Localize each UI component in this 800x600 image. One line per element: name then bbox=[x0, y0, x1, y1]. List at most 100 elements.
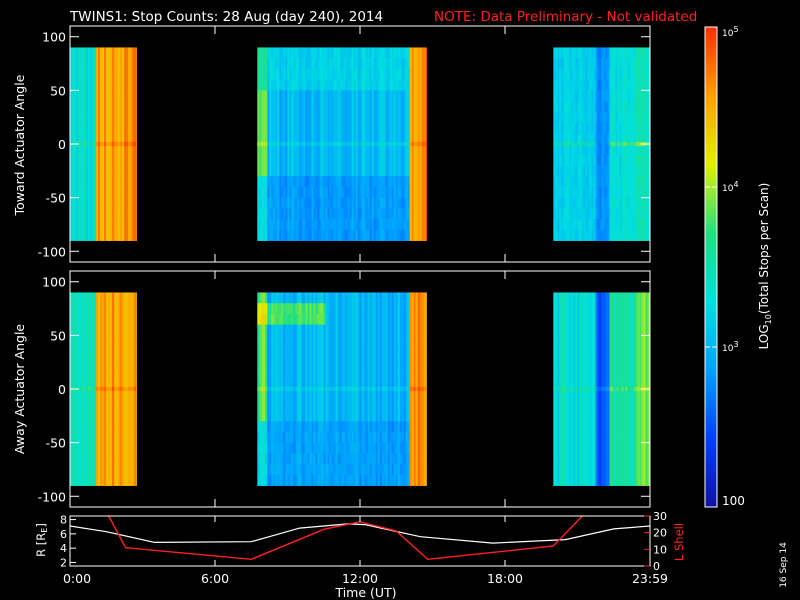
heatmap-cell bbox=[367, 229, 371, 241]
heatmap-cell bbox=[90, 303, 93, 315]
heatmap-cell bbox=[389, 229, 393, 241]
heatmap-ridge bbox=[399, 141, 403, 147]
heatmap-cell bbox=[136, 197, 137, 209]
heatmap-cell bbox=[335, 208, 338, 220]
heatmap-cell bbox=[371, 197, 375, 209]
heatmap-cell bbox=[383, 101, 387, 113]
heatmap-cell bbox=[361, 197, 365, 209]
heatmap-cell bbox=[281, 378, 284, 390]
heatmap-cell bbox=[365, 101, 369, 113]
heatmap-cell bbox=[86, 313, 89, 326]
heatmap-cell bbox=[285, 154, 288, 166]
heatmap-cell bbox=[325, 58, 328, 70]
heatmap-cell bbox=[311, 335, 314, 347]
heatmap-cell bbox=[261, 292, 264, 304]
heatmap-cell bbox=[587, 186, 590, 199]
heatmap-cell bbox=[106, 165, 109, 177]
heatmap-cell bbox=[387, 58, 391, 70]
heatmap-cell bbox=[295, 389, 298, 401]
heatmap-cell bbox=[136, 303, 137, 315]
heatmap-cell bbox=[323, 144, 326, 156]
heatmap-cell bbox=[128, 122, 131, 134]
heatmap-cell bbox=[635, 101, 638, 113]
heatmap-cell bbox=[337, 410, 340, 422]
heatmap-cell bbox=[74, 111, 77, 123]
heatmap-ridge bbox=[333, 141, 336, 147]
heatmap-cell bbox=[401, 90, 405, 102]
heatmap-cell bbox=[269, 399, 272, 411]
heatmap-cell bbox=[345, 90, 348, 102]
heatmap-cell bbox=[369, 186, 373, 199]
heatmap-cell bbox=[563, 144, 566, 156]
heatmap-ridge bbox=[303, 141, 306, 147]
heatmap-cell bbox=[371, 431, 375, 444]
heatmap-cell bbox=[128, 79, 131, 91]
heatmap-cell bbox=[563, 79, 566, 91]
heatmap-cell bbox=[345, 464, 348, 476]
heatmap-cell bbox=[84, 303, 87, 315]
heatmap-cell bbox=[333, 431, 336, 444]
heatmap-cell bbox=[345, 378, 348, 390]
heatmap-cell bbox=[589, 154, 592, 166]
heatmap-cell bbox=[295, 378, 298, 390]
heatmap-cell bbox=[108, 464, 111, 476]
heatmap-cell bbox=[124, 219, 127, 231]
heatmap-cell bbox=[112, 154, 115, 166]
heatmap-cell bbox=[305, 79, 308, 91]
heatmap-cell bbox=[373, 122, 377, 134]
heatmap-cell bbox=[327, 453, 330, 465]
heatmap-cell bbox=[80, 186, 83, 199]
heatmap-cell bbox=[124, 144, 127, 156]
heatmap-cell bbox=[273, 389, 276, 401]
heatmap-cell bbox=[343, 122, 346, 134]
heatmap-cell bbox=[367, 335, 371, 347]
heatmap-cell bbox=[275, 208, 278, 220]
heatmap-cell bbox=[263, 324, 266, 336]
heatmap-ridge bbox=[265, 141, 268, 147]
heatmap-cell bbox=[641, 154, 644, 166]
heatmap-cell bbox=[373, 303, 377, 315]
heatmap-cell bbox=[351, 154, 354, 166]
heatmap-cell bbox=[357, 154, 360, 166]
heatmap-cell bbox=[357, 229, 360, 241]
heatmap-cell bbox=[259, 410, 262, 422]
heatmap-cell bbox=[347, 47, 350, 59]
heatmap-cell bbox=[88, 378, 91, 390]
heatmap-cell bbox=[599, 133, 602, 145]
heatmap-cell bbox=[329, 68, 332, 81]
heatmap-cell bbox=[78, 356, 81, 368]
heatmap-cell bbox=[369, 431, 373, 444]
heatmap-cell bbox=[271, 367, 274, 379]
heatmap-cell bbox=[74, 346, 77, 358]
heatmap-cell bbox=[361, 101, 365, 113]
heatmap-cell bbox=[116, 58, 119, 70]
heatmap-cell bbox=[267, 208, 270, 220]
heatmap-cell bbox=[271, 90, 274, 102]
heatmap-cell bbox=[633, 208, 636, 220]
heatmap-cell bbox=[299, 303, 302, 315]
heatmap-cell bbox=[100, 453, 103, 465]
heatmap-cell bbox=[341, 133, 344, 145]
heatmap-cell bbox=[349, 90, 352, 102]
heatmap-cell bbox=[122, 219, 125, 231]
heatmap-cell bbox=[301, 154, 304, 166]
heatmap-cell bbox=[345, 431, 348, 444]
heatmap-cell bbox=[259, 208, 262, 220]
heatmap-cell bbox=[104, 144, 107, 156]
heatmap-cell bbox=[273, 367, 276, 379]
heatmap-cell bbox=[325, 367, 328, 379]
heatmap-cell bbox=[317, 378, 320, 390]
heatmap-cell bbox=[98, 58, 101, 70]
heatmap-cell bbox=[315, 389, 318, 401]
heatmap-cell bbox=[72, 58, 75, 70]
heatmap-cell bbox=[419, 197, 423, 209]
heatmap-cell bbox=[309, 58, 312, 70]
heatmap-cell bbox=[118, 453, 121, 465]
heatmap-cell bbox=[403, 122, 407, 134]
heatmap-cell bbox=[84, 421, 87, 433]
heatmap-cell bbox=[108, 208, 111, 220]
heatmap-cell bbox=[88, 346, 91, 358]
heatmap-cell bbox=[271, 410, 274, 422]
heatmap-cell bbox=[84, 144, 87, 156]
heatmap-cell bbox=[94, 208, 97, 220]
